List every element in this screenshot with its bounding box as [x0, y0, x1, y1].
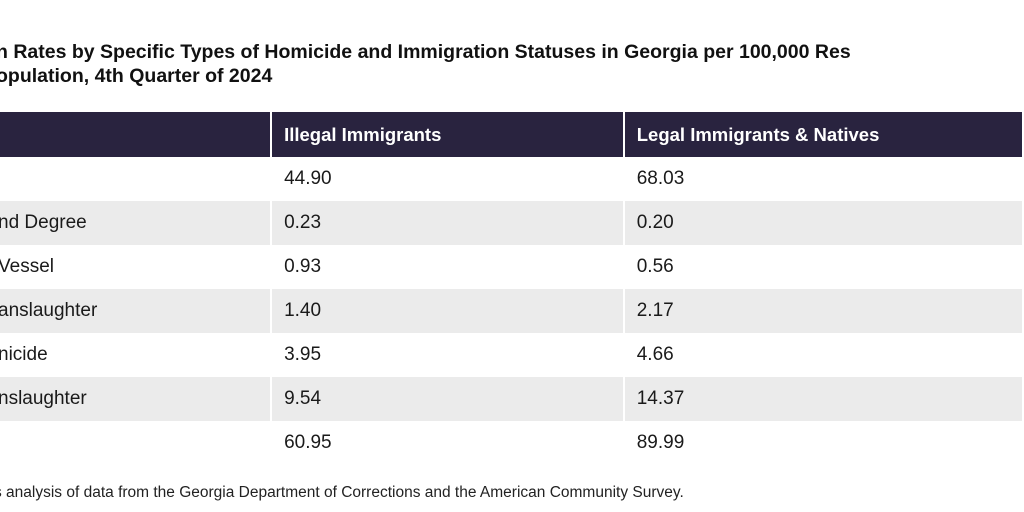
row-label: Vessel	[0, 256, 54, 277]
row-label: nslaughter	[0, 377, 272, 421]
cell-illegal: 0.23	[270, 201, 624, 245]
cell-legal: 68.03	[622, 157, 1022, 201]
title-line-2: opulation, 4th Quarter of 2024	[0, 65, 273, 87]
cell-illegal: 9.54	[270, 377, 624, 421]
header-category	[0, 112, 272, 157]
table-title: n Rates by Specific Types of Homicide an…	[0, 40, 851, 88]
table-row: Vessel 0.93 0.56	[0, 245, 1022, 289]
title-line-1: n Rates by Specific Types of Homicide an…	[0, 41, 851, 63]
row-label: nd Degree	[0, 201, 272, 245]
cell-legal: 2.17	[622, 289, 1022, 333]
cell-legal: 0.56	[622, 245, 1022, 289]
cell-illegal: 60.95	[270, 421, 624, 465]
cell-illegal: 1.40	[270, 289, 624, 333]
header-legal-immigrants-natives: Legal Immigrants & Natives	[622, 112, 1022, 157]
header-illegal-immigrants: Illegal Immigrants	[270, 112, 624, 157]
cell-legal: 89.99	[622, 421, 1022, 465]
table-row: 44.90 68.03	[0, 157, 1022, 201]
header-row: Illegal Immigrants Legal Immigrants & Na…	[0, 112, 1022, 157]
table-row: nslaughter 9.54 14.37	[0, 377, 1022, 421]
row-label	[0, 157, 271, 201]
row-label: anslaughter	[0, 289, 272, 333]
cell-illegal: 44.90	[270, 157, 624, 201]
cell-legal: 14.37	[622, 377, 1022, 421]
row-label: nicide	[0, 344, 48, 365]
cell-illegal: 3.95	[270, 333, 624, 377]
table-row: anslaughter 1.40 2.17	[0, 289, 1022, 333]
table-row: nicide 3.95 4.66	[0, 333, 1022, 377]
cell-legal: 0.20	[622, 201, 1022, 245]
source-note: s analysis of data from the Georgia Depa…	[0, 484, 684, 501]
cell-illegal: 0.93	[270, 245, 624, 289]
table-row: nd Degree 0.23 0.20	[0, 201, 1022, 245]
table-row-total: 60.95 89.99	[0, 421, 1022, 465]
row-label	[0, 421, 271, 465]
cell-legal: 4.66	[622, 333, 1022, 377]
data-table: Illegal Immigrants Legal Immigrants & Na…	[0, 112, 1022, 465]
